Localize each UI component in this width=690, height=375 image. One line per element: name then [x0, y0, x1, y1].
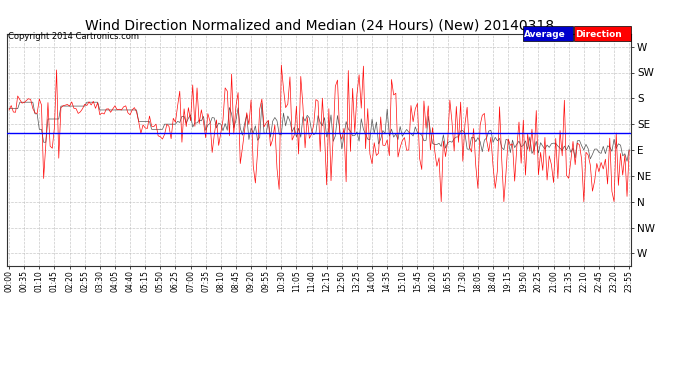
Text: Copyright 2014 Cartronics.com: Copyright 2014 Cartronics.com [8, 32, 139, 41]
Text: Direction: Direction [575, 30, 622, 39]
Text: Average: Average [524, 30, 566, 39]
Title: Wind Direction Normalized and Median (24 Hours) (New) 20140318: Wind Direction Normalized and Median (24… [85, 19, 553, 33]
